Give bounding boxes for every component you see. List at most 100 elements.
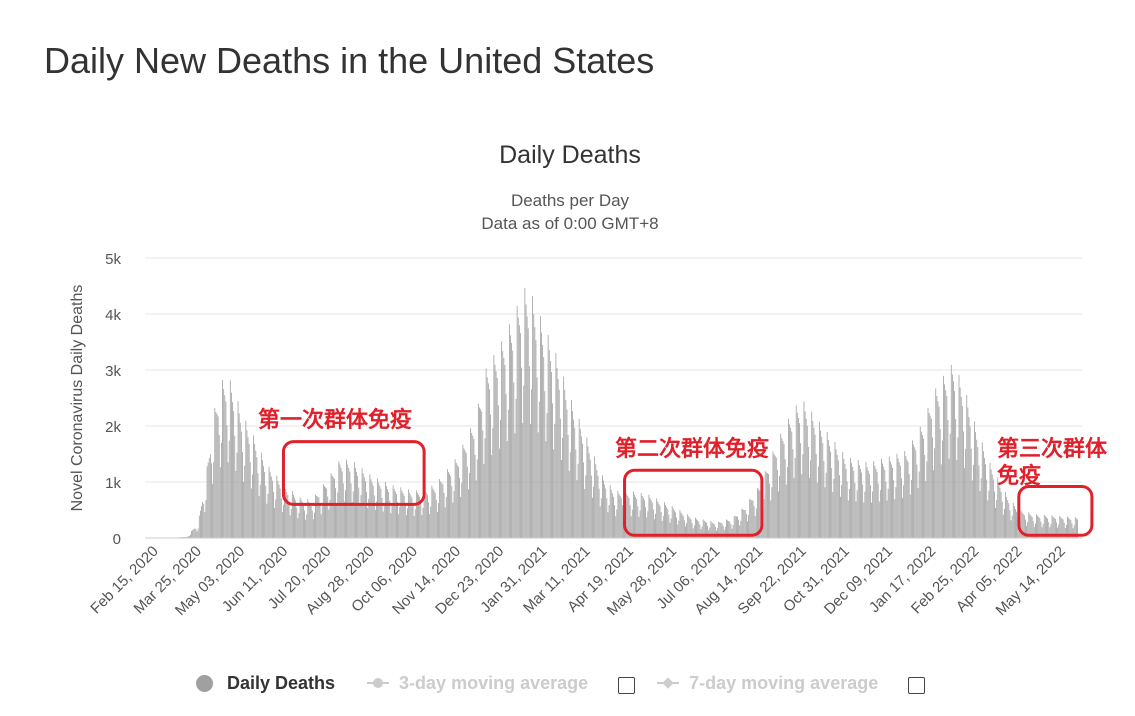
bar [366,491,367,538]
bar [891,464,892,538]
bar [641,495,643,538]
bar [525,304,527,538]
bar [500,419,501,538]
bar [271,480,273,538]
bar [201,506,202,538]
bar [948,458,950,538]
bar [514,433,516,538]
bar [1048,522,1050,538]
bar [936,396,938,538]
bar [204,512,206,538]
bar [296,507,298,538]
bar [378,482,380,538]
bar [225,401,227,538]
bar [448,472,449,538]
chart-subtitle-line-2: Data as of 0:00 GMT+8 [481,214,658,233]
bar [288,503,290,538]
bar [531,389,532,538]
bar [298,512,300,538]
bar [683,520,685,538]
circle-marker-icon [196,674,213,692]
bar [821,436,823,538]
bar [370,479,372,538]
bar [666,507,668,538]
bar [737,516,738,538]
bar [599,506,601,538]
bar [768,474,769,538]
bar [1005,492,1006,538]
bar [639,510,641,538]
bar [456,465,458,538]
legend-item-3-day-average[interactable]: 3-day moving average [367,673,588,694]
bar [942,440,943,538]
bar [410,495,412,538]
bar [958,374,960,538]
bar [748,515,749,538]
bar [615,516,617,538]
bar [1062,519,1064,538]
legend-item-7-day-average[interactable]: 7-day moving average [657,673,878,694]
checkbox-3-day-average[interactable] [618,676,636,694]
bar [836,454,838,538]
bar [535,340,537,538]
bar [539,316,541,538]
bar [633,491,634,538]
bar [927,408,929,538]
bar [548,349,550,538]
bar [1023,515,1025,538]
checkbox-7-day-average[interactable] [908,676,926,694]
bar [804,411,806,538]
bar [870,485,871,538]
bar [270,476,272,538]
bar [851,463,852,538]
bar [460,496,462,538]
bar [875,468,877,538]
bar [977,447,979,538]
bar [656,498,658,538]
bar [277,480,279,538]
bar [592,497,593,538]
bar [920,431,922,538]
bar [205,499,207,538]
bar [286,492,288,538]
bar [1042,523,1044,538]
bar [494,364,496,538]
bar [405,515,407,538]
bar [1077,519,1078,538]
bar [584,488,586,538]
bar [861,472,862,538]
bar [910,479,912,538]
bar [988,490,990,538]
bar [916,464,918,538]
bar [484,438,486,538]
bar [968,417,970,538]
bar [439,479,441,538]
bar [335,488,336,538]
bar [720,522,722,538]
bar [468,489,469,538]
bar [939,428,941,538]
bar [389,500,391,538]
bar [400,487,402,538]
bar [1027,522,1029,538]
bar [1053,517,1055,538]
bar [516,305,518,538]
bar [848,489,850,538]
bar [391,505,393,538]
bar [1015,508,1016,538]
bar [996,499,998,538]
bar [698,521,700,538]
bar [721,523,723,538]
legend-item-daily-deaths[interactable]: Daily Deaths [196,673,335,694]
bar [856,490,858,538]
bar [218,435,220,538]
bar [635,496,637,539]
bar [605,488,607,538]
bar [925,481,927,538]
bar [826,431,828,538]
bar [373,495,375,538]
bar [736,516,737,538]
bar [919,426,921,538]
bar [852,466,854,538]
